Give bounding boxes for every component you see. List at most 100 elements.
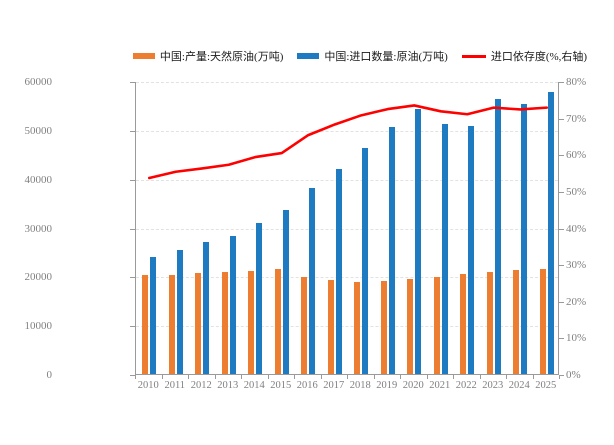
x-axis-tick-mark [479,375,481,379]
bar-import [176,250,183,374]
x-axis-tick-mark [267,375,269,379]
x-axis-tick-mark [347,375,348,379]
plot-area [135,82,559,375]
y-axis-right-tick-label: 30% [566,259,587,272]
y-axis-right-tick-label: 20% [566,295,587,308]
bar-import [150,257,157,374]
bar-production [301,276,308,374]
x-axis-tick-mark [559,375,560,379]
x-axis-tick-label: 2020 [402,380,424,391]
bar-import [362,148,369,374]
legend-item-production: 中国:产量:天然原油(万吨) [132,48,284,64]
y-axis-left-tick-mark [130,130,135,132]
y-axis-right-tick-mark [559,82,564,83]
bar-production [407,278,414,374]
bar-production [513,270,520,374]
x-axis-tick-mark [241,375,242,379]
x-axis-tick-label: 2024 [508,380,530,391]
bar-production [142,274,149,374]
bar-production [354,281,361,374]
bar-import [494,98,501,374]
y-axis-right-tick-label: 0% [566,369,581,381]
y-axis-left-tick-label: 40000 [24,173,53,186]
bar-production [327,280,334,374]
y-axis-right-tick-mark [559,228,564,230]
x-axis-tick-mark [294,375,295,379]
x-axis-tick-label: 2021 [429,380,451,391]
x-axis-tick-label: 2010 [137,380,159,391]
y-axis-left-tick-mark [130,326,135,328]
bar-import [521,103,528,374]
x-axis-tick-mark [188,375,189,379]
y-axis-left-tick-label: 0 [46,369,53,381]
x-axis-tick-label: 2016 [296,380,318,391]
legend-item-dependency: 进口依存度(%,右轴) [461,48,588,64]
x-axis-tick-label: 2011 [164,380,186,391]
x-axis-tick-mark [320,375,322,379]
bar-production [539,268,546,374]
y-axis-left-tick-mark [130,375,135,376]
gridline [136,326,558,328]
y-axis-left-tick-label: 50000 [24,124,53,137]
bar-import [282,210,289,374]
y-axis-left-tick-label: 10000 [24,320,53,333]
legend-label-dependency: 进口依存度(%,右轴) [490,51,588,63]
legend-swatch-import-icon [297,53,320,59]
bar-import [229,236,236,374]
y-axis-left-tick-label: 60000 [24,76,53,88]
bar-import [203,241,210,374]
x-axis-tick-mark [453,375,454,379]
bar-production [274,269,281,374]
y-axis-left-tick-mark [130,82,135,83]
x-axis-tick-label: 2015 [270,380,292,391]
x-axis-tick-label: 2014 [243,380,265,391]
x-axis-tick-label: 2019 [376,380,398,391]
bar-import [441,123,448,374]
gridline [136,179,558,181]
y-axis-left-tick-mark [130,179,135,181]
bar-import [309,187,316,374]
x-axis-tick-label: 2018 [349,380,371,391]
y-axis-right-tick-label: 80% [566,76,587,88]
dependency-line-series [147,104,549,180]
y-axis-left-tick-label: 20000 [24,271,53,284]
bar-production [460,274,467,374]
y-axis-right-tick-mark [559,375,564,376]
y-axis-right-tick-mark [559,301,564,303]
legend-label-production: 中国:产量:天然原油(万吨) [159,51,284,63]
x-axis-tick-label: 2025 [535,380,557,391]
bar-import [468,125,475,374]
chart-legend: 中国:产量:天然原油(万吨) 中国:进口数量:原油(万吨) 进口依存度(%,右轴… [110,45,610,67]
bar-production [195,272,202,374]
dependency-line-path [147,104,549,180]
bar-production [221,271,228,374]
y-axis-left-tick-mark [130,228,135,230]
bar-production [486,271,493,374]
y-axis-right-tick-label: 10% [566,332,587,345]
legend-line-dependency-icon [461,54,486,58]
bar-import [415,109,422,374]
y-axis-right-tick-label: 50% [566,185,587,198]
y-axis-right-tick-label: 40% [566,222,587,235]
gridline [136,277,558,279]
y-axis-left-tick-label: 30000 [24,222,53,235]
bar-production [168,274,175,374]
bar-import [256,223,263,374]
gridline [136,82,558,83]
x-axis-tick-label: 2012 [190,380,212,391]
y-axis-right-tick-mark [559,265,564,267]
x-axis-tick-mark [135,375,136,379]
y-axis-right-tick-mark [559,155,564,157]
legend-item-import: 中国:进口数量:原油(万吨) [297,48,448,64]
y-axis-right-tick-mark [559,338,564,340]
x-axis-tick-label: 2023 [482,380,504,391]
x-axis-tick-mark [426,375,428,379]
y-axis-left-tick-mark [130,277,135,279]
x-axis-tick-label: 2013 [217,380,239,391]
y-axis-right-tick-mark [559,191,564,193]
x-axis-tick-mark [161,375,163,379]
x-axis-tick-mark [373,375,375,379]
x-axis-tick-label: 2022 [455,380,477,391]
x-axis-tick-mark [506,375,507,379]
